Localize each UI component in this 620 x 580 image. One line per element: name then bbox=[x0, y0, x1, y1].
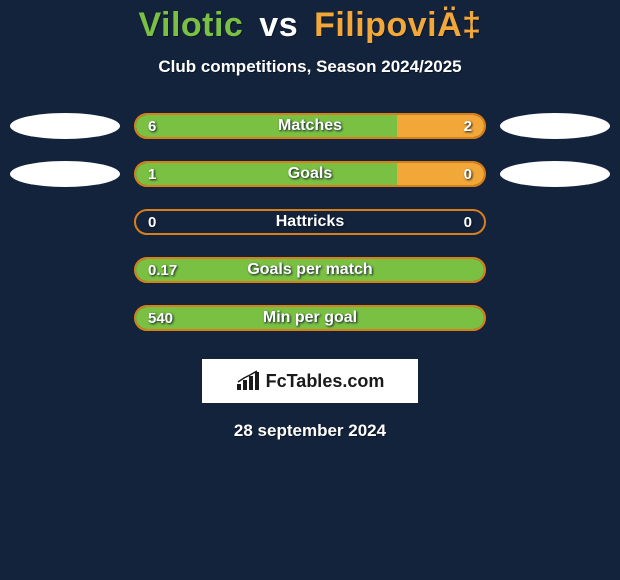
stat-row: Goals10 bbox=[10, 161, 610, 187]
left-ellipse bbox=[10, 113, 120, 139]
bar-track bbox=[134, 257, 486, 283]
player1-name: Vilotic bbox=[138, 6, 243, 44]
player2-name: FilipoviÄ‡ bbox=[314, 6, 481, 44]
bar-track bbox=[134, 305, 486, 331]
brand-box: FcTables.com bbox=[202, 359, 418, 403]
bar-track bbox=[134, 113, 486, 139]
page-title: Vilotic vs FilipoviÄ‡ bbox=[0, 0, 620, 45]
bar-segment-right bbox=[397, 115, 484, 137]
bar-segment-left bbox=[136, 259, 484, 281]
stat-bar: Hattricks00 bbox=[134, 209, 486, 235]
bar-segment-left bbox=[136, 307, 484, 329]
brand-text: FcTables.com bbox=[266, 371, 385, 392]
stat-bar: Matches62 bbox=[134, 113, 486, 139]
right-ellipse bbox=[500, 113, 610, 139]
vs-label: vs bbox=[259, 6, 298, 44]
stat-row: Goals per match0.17 bbox=[10, 257, 610, 283]
left-ellipse bbox=[10, 161, 120, 187]
bar-segment-left bbox=[136, 163, 397, 185]
bar-segment-right bbox=[397, 163, 484, 185]
infographic: Vilotic vs FilipoviÄ‡ Club competitions,… bbox=[0, 0, 620, 580]
chart-bars-icon bbox=[236, 370, 260, 392]
right-ellipse bbox=[500, 161, 610, 187]
date-label: 28 september 2024 bbox=[0, 421, 620, 441]
stat-bar: Goals10 bbox=[134, 161, 486, 187]
stats-container: Matches62 Goals10 Hattricks00 Goals per mat… bbox=[0, 113, 620, 331]
stat-row: Matches62 bbox=[10, 113, 610, 139]
bar-track bbox=[134, 161, 486, 187]
bar-segment-left bbox=[136, 115, 397, 137]
stat-row: Hattricks00 bbox=[10, 209, 610, 235]
subtitle: Club competitions, Season 2024/2025 bbox=[0, 57, 620, 77]
stat-bar: Min per goal540 bbox=[134, 305, 486, 331]
stat-row: Min per goal540 bbox=[10, 305, 610, 331]
bar-track bbox=[134, 209, 486, 235]
stat-bar: Goals per match0.17 bbox=[134, 257, 486, 283]
